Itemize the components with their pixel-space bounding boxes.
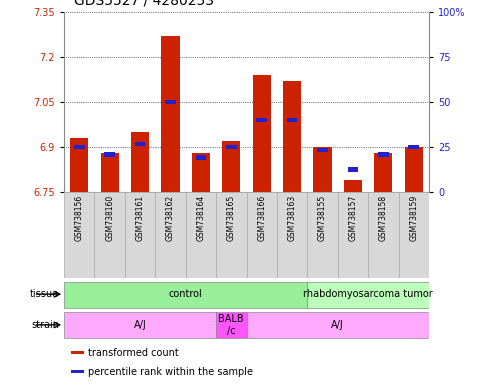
Bar [287,118,297,122]
Text: GSM738156: GSM738156 [75,195,84,241]
Bar [277,192,307,278]
Bar [246,313,429,338]
Bar [307,192,338,278]
Bar [64,192,95,278]
Text: BALB
/c: BALB /c [218,314,244,336]
Bar [283,81,301,192]
Text: A/J: A/J [331,320,344,330]
Bar [368,192,398,278]
Text: transformed count: transformed count [88,348,178,358]
Bar [131,132,149,192]
Bar [192,153,210,192]
Bar [246,192,277,278]
Bar [64,282,307,308]
Text: GDS5527 / 4280253: GDS5527 / 4280253 [74,0,214,8]
Bar [405,147,423,192]
Bar [408,145,419,149]
Bar [348,167,358,172]
Bar [161,36,179,192]
Text: GSM738161: GSM738161 [136,195,144,241]
Bar [222,141,241,192]
Text: GSM738166: GSM738166 [257,195,266,241]
Bar [70,138,88,192]
Bar [344,180,362,192]
Bar [135,142,145,146]
Bar [71,351,84,354]
Bar [64,313,216,338]
Text: GSM738164: GSM738164 [196,195,206,241]
Bar [125,192,155,278]
Bar [155,192,186,278]
Text: rhabdomyosarcoma tumor: rhabdomyosarcoma tumor [303,289,433,299]
Bar [95,192,125,278]
Bar [314,147,332,192]
Bar [165,99,176,104]
Text: GSM738157: GSM738157 [349,195,357,241]
Text: GSM738160: GSM738160 [105,195,114,241]
Bar [338,192,368,278]
Text: strain: strain [31,320,59,330]
Bar [101,153,119,192]
Bar [374,153,392,192]
Text: GSM738162: GSM738162 [166,195,175,241]
Bar [226,145,237,149]
Bar [186,192,216,278]
Bar [252,75,271,192]
Text: percentile rank within the sample: percentile rank within the sample [88,367,253,377]
Bar [196,155,206,160]
Text: GSM738159: GSM738159 [409,195,418,241]
Text: GSM738155: GSM738155 [318,195,327,241]
Bar [105,152,115,157]
Bar [216,192,246,278]
Bar [216,313,246,338]
Text: GSM738165: GSM738165 [227,195,236,241]
Text: GSM738163: GSM738163 [287,195,297,241]
Bar [256,118,267,122]
Text: control: control [169,289,203,299]
Bar [307,282,429,308]
Text: A/J: A/J [134,320,146,330]
Text: GSM738158: GSM738158 [379,195,388,241]
Bar [71,370,84,373]
Text: tissue: tissue [30,289,59,299]
Bar [74,145,85,149]
Bar [317,147,328,152]
Bar [378,152,388,157]
Bar [398,192,429,278]
